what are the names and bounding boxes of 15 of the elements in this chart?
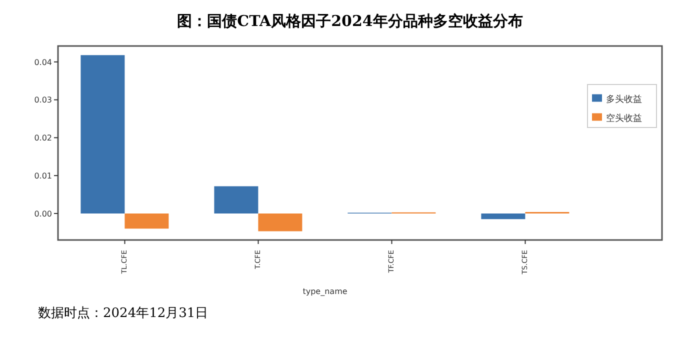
bar (258, 213, 302, 232)
y-tick-label: 0.01 (34, 171, 52, 180)
text: 数据时点：2024年12月31日 (37, 305, 210, 322)
bar (481, 213, 526, 220)
y-tick-label: 0.03 (34, 96, 52, 105)
y-tick-label: 0.02 (34, 134, 52, 143)
legend-label: 多头收益 (606, 95, 642, 105)
x-axis-title: type_name (302, 287, 348, 296)
chart-title: 图：国债CTA风格因子2024年分品种多空收益分布 (176, 11, 524, 32)
bar (214, 186, 258, 214)
bar (124, 213, 169, 229)
y-tick-label: 0.04 (34, 58, 52, 67)
bar (80, 55, 125, 214)
legend-label: 空头收益 (606, 114, 642, 124)
y-tick-label: 0.00 (34, 209, 52, 218)
